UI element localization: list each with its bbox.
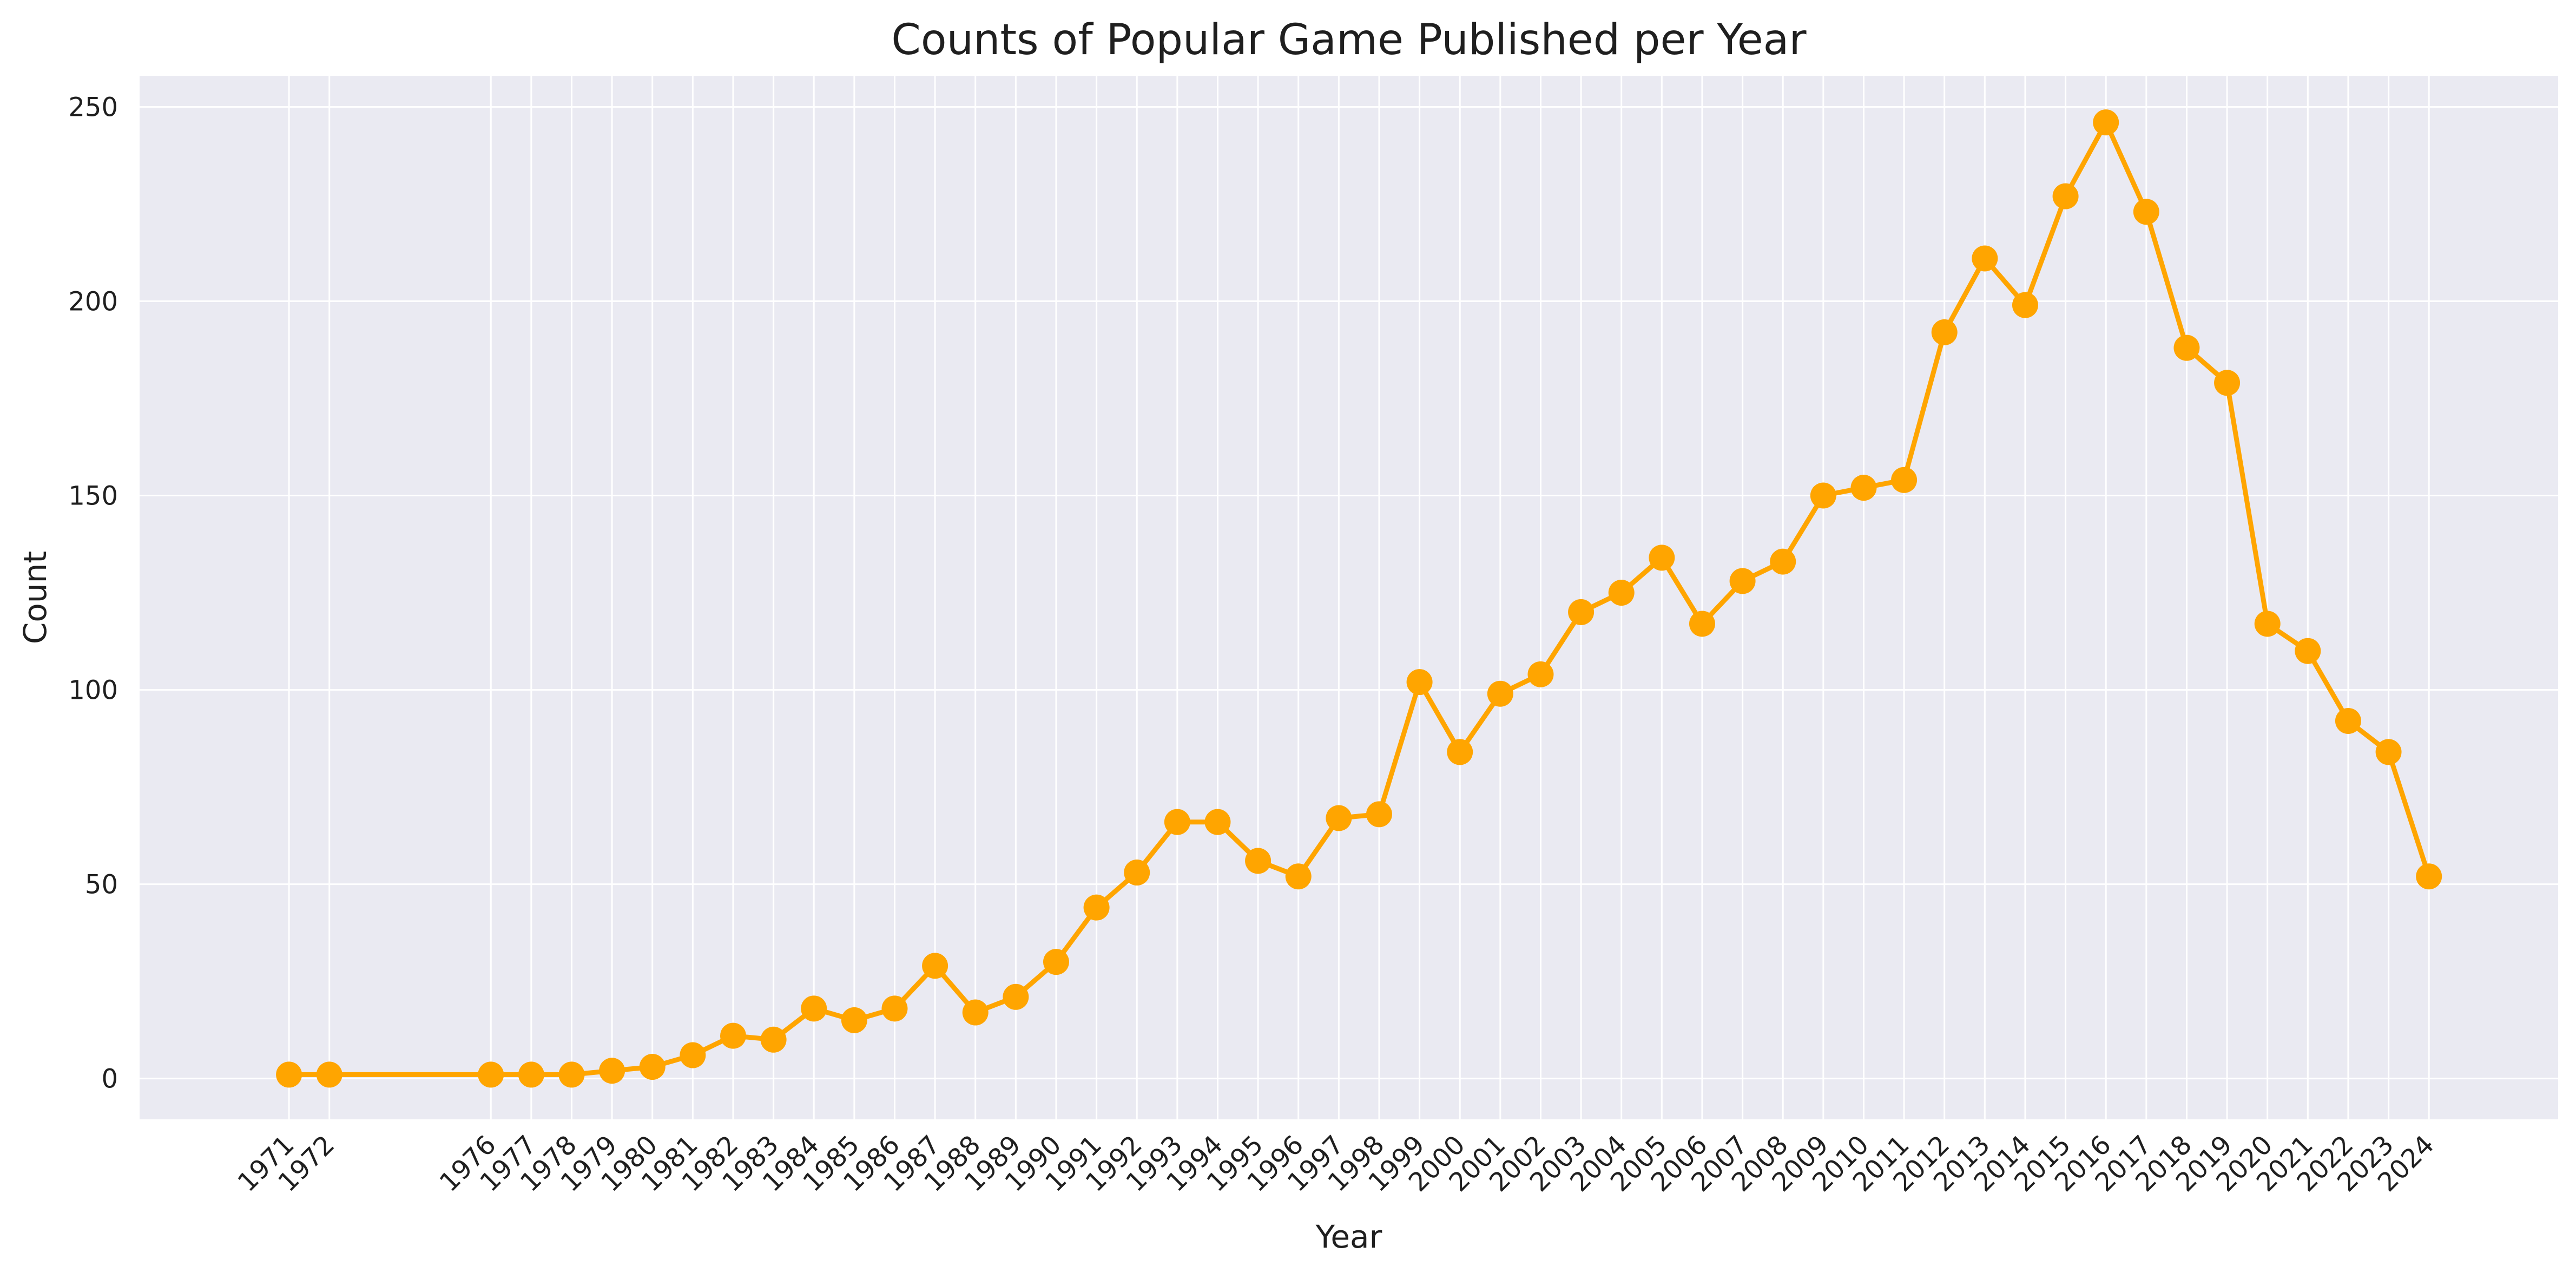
data-point (1527, 661, 1554, 687)
data-point (1608, 580, 1635, 606)
data-point (1810, 482, 1836, 509)
chart-title: Counts of Popular Game Published per Yea… (891, 16, 1807, 64)
data-point (1972, 245, 1998, 272)
data-point (1285, 863, 1312, 890)
data-point (2012, 292, 2038, 318)
data-point (639, 1054, 666, 1080)
y-tick-label: 100 (68, 675, 118, 706)
data-point (2173, 334, 2200, 361)
data-point (1083, 894, 1110, 921)
data-point (1689, 611, 1715, 637)
y-tick-label: 200 (68, 286, 118, 317)
data-point (1850, 475, 1877, 501)
data-point (2214, 370, 2241, 396)
data-point (1003, 983, 1029, 1010)
data-point (276, 1061, 302, 1088)
data-point (1366, 801, 1392, 828)
data-point (2052, 183, 2079, 209)
data-point (2295, 638, 2321, 664)
data-point (1245, 848, 1271, 874)
data-point (1326, 805, 1352, 831)
data-point (1043, 949, 1069, 975)
y-tick-label: 250 (68, 92, 118, 122)
data-point (478, 1061, 504, 1088)
data-point (1649, 545, 1675, 571)
data-point (1931, 319, 1958, 345)
data-point (801, 995, 827, 1022)
y-axis-label: Count (17, 551, 54, 644)
data-point (1891, 467, 1918, 493)
data-point (881, 995, 908, 1022)
data-point (2416, 863, 2442, 890)
data-point (2335, 707, 2361, 734)
data-point (1204, 809, 1231, 835)
series-layer (276, 109, 2442, 1088)
data-point (1568, 599, 1595, 625)
data-point (2133, 199, 2159, 225)
data-point (2093, 109, 2119, 136)
data-point (599, 1058, 625, 1084)
data-point (1729, 568, 1756, 594)
data-point (2375, 739, 2402, 765)
data-point (680, 1042, 706, 1068)
y-tick-labels: 0 50 100 150 200 250 (68, 92, 118, 1094)
data-point (518, 1061, 544, 1088)
grid-lines (140, 76, 2558, 1119)
data-point (558, 1061, 585, 1088)
x-axis-label: Year (1315, 1218, 1382, 1255)
data-point (720, 1022, 746, 1049)
y-tick-label: 0 (101, 1064, 118, 1094)
data-point (1487, 680, 1513, 707)
data-point (841, 1007, 867, 1033)
data-point (1124, 860, 1150, 886)
data-point (922, 953, 948, 979)
data-point (1770, 548, 1796, 575)
y-tick-label: 150 (68, 481, 118, 511)
data-point (1164, 809, 1190, 835)
plot-background (140, 76, 2558, 1119)
data-point (1406, 669, 1433, 696)
y-tick-label: 50 (85, 870, 118, 900)
data-point (2254, 611, 2281, 637)
data-point (1447, 739, 1473, 765)
data-point (760, 1026, 787, 1053)
data-point (962, 999, 989, 1026)
data-point (316, 1061, 342, 1088)
